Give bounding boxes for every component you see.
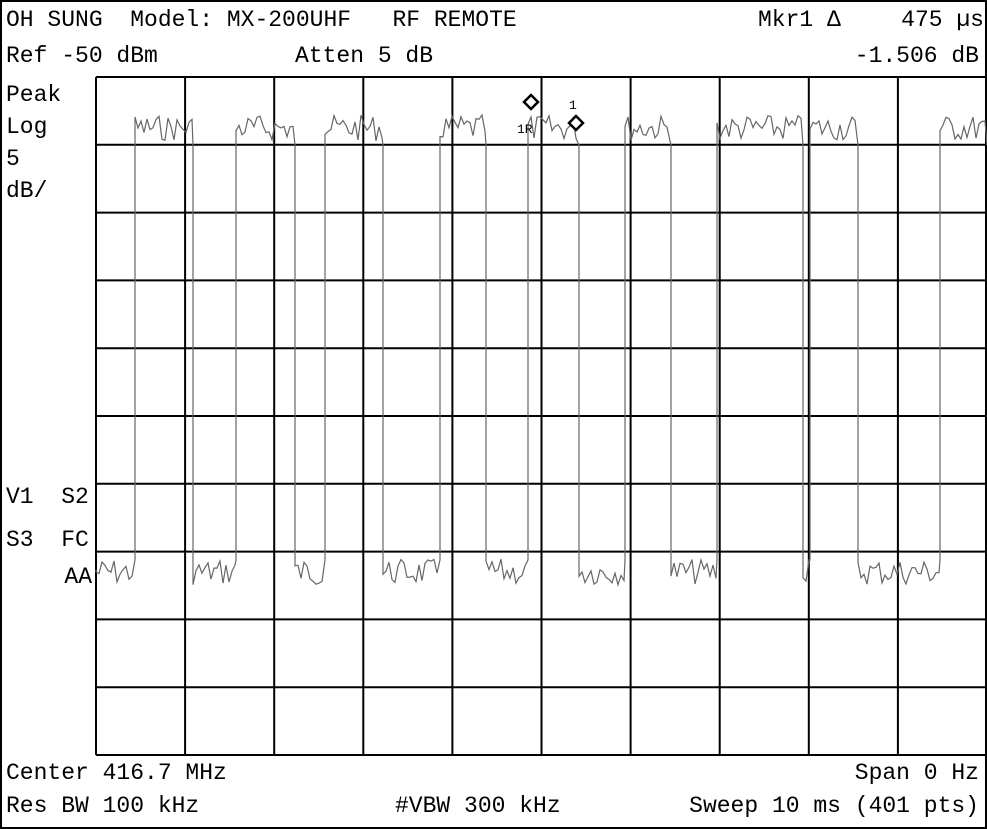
marker-delta: -1.506 dB: [854, 43, 979, 69]
res-bw: Res BW 100 kHz: [6, 793, 200, 819]
flags: S3 FC: [6, 527, 89, 553]
graticule: [95, 76, 987, 756]
title: OH SUNG Model: MX-200UHF RF REMOTE: [6, 7, 517, 33]
delta-marker: [567, 114, 585, 132]
center-freq: Center 416.7 MHz: [6, 760, 227, 786]
detector: Peak: [6, 82, 62, 108]
scale-value: 5: [6, 146, 20, 172]
trace: [95, 113, 987, 587]
ref-level: Ref -50 dBm: [6, 43, 158, 69]
span: Span 0 Hz: [854, 760, 979, 786]
marker-ref-label: 1R: [517, 122, 533, 137]
sweep: Sweep 10 ms (401 pts): [689, 793, 979, 819]
reference-marker: [522, 93, 540, 111]
marker-label: Mkr1 Δ: [758, 7, 841, 33]
attenuation: Atten 5 dB: [295, 43, 434, 69]
scale-unit: dB/: [6, 178, 48, 204]
scale-type: Log: [6, 114, 48, 140]
flags: V1 S2: [6, 484, 89, 510]
marker-label: 1: [569, 98, 577, 113]
vbw: #VBW 300 kHz: [395, 793, 561, 819]
flags: AA: [64, 564, 92, 590]
marker-value: 475 µs: [901, 7, 984, 33]
